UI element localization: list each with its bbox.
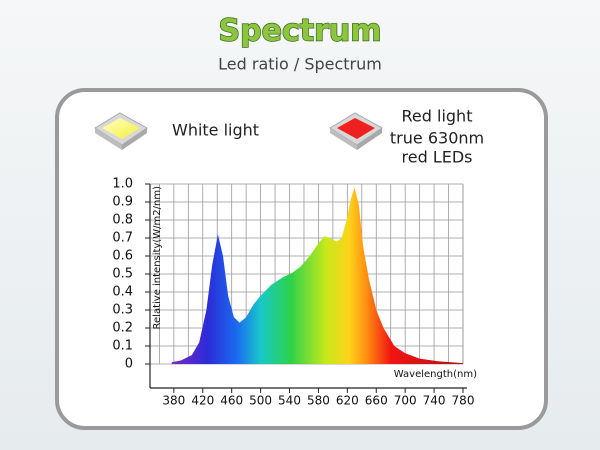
annotation: Red light [402,107,473,126]
annotation: White light [172,121,259,140]
x-tick-label: 660 [365,394,388,408]
subtitle: Led ratio / Spectrum [218,55,382,74]
red-led-icon [329,112,383,150]
x-tick-label: 620 [336,394,359,408]
chart: 1.0 0.9 0.8 0.7 0.6 0.5 0.4 0.3 0.2 0.1 0 380 420 460… [112,177,477,408]
annotation: red LEDs [402,148,473,167]
y-tick-label: 0.9 [112,195,133,210]
y-tick-label: 1.0 [112,177,133,192]
x-tick-label: 460 [220,394,243,408]
y-tick-label: 0.8 [112,213,133,228]
y-tick-label: 0.5 [112,267,133,282]
x-tick-label: 780 [452,394,475,408]
y-tick-label: 0 [125,357,133,372]
y-tick-label: 0.7 [112,231,133,246]
y-tick-label: 0.1 [112,339,133,354]
x-tick-label: 580 [307,394,330,408]
y-tick-label: 0.2 [112,321,133,336]
spectrum-area [171,187,463,364]
x-tick-label: 740 [423,394,446,408]
x-tick-label: 380 [162,394,185,408]
panel [55,88,548,430]
x-tick-label: 700 [394,394,417,408]
y-tick-label: 0.6 [112,249,133,264]
x-tick-label: 500 [249,394,272,408]
y-tick-label: 0.4 [112,285,133,300]
x-tick-label: 540 [278,394,301,408]
y-tick-label: 0.3 [112,303,133,318]
y-axis-label: Relative intensity(W/m2/nm) [152,186,163,330]
title: Spectrum [219,14,382,49]
white-led-icon [94,112,148,150]
annotation: true 630nm [390,129,484,148]
x-axis-label: Wavelength(nm) [394,369,477,380]
x-tick-label: 420 [191,394,214,408]
